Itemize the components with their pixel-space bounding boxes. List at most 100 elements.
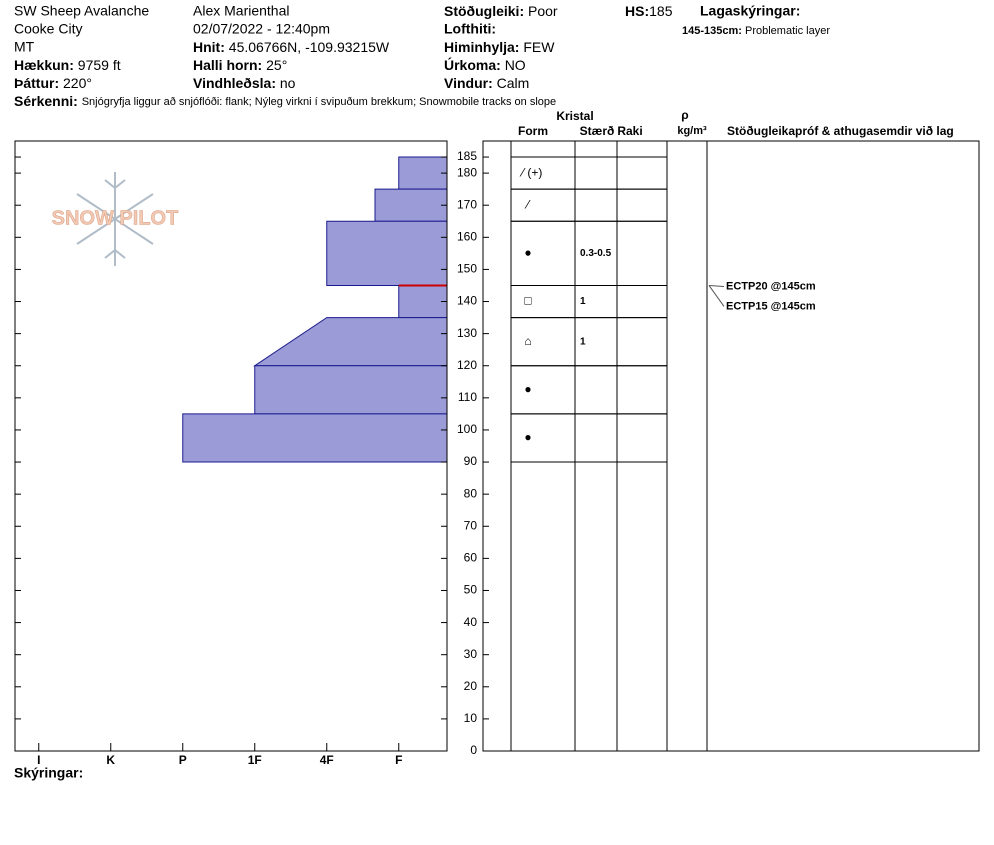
y-tick-label: 120 <box>457 358 477 372</box>
y-tick-label: 170 <box>457 197 477 211</box>
layer-note: 145-135cm: Problematic layer <box>682 25 830 37</box>
datetime: 02/07/2022 - 12:40pm <box>193 21 330 37</box>
footer: Skýringar: <box>14 765 83 781</box>
hardness-layer <box>253 317 448 367</box>
hardness-layer <box>398 284 448 319</box>
y-tick-label: 100 <box>457 422 477 436</box>
label: Vindhleðsla: <box>193 75 276 91</box>
hardness-layer <box>254 365 448 415</box>
y-tick-label: 0 <box>470 743 477 757</box>
aspect: Þáttur: 220° <box>14 75 92 91</box>
y-tick-label: 50 <box>464 583 478 597</box>
sky: Himinhylja: FEW <box>444 39 555 55</box>
col-header: Stöðugleikapróf & athugasemdir við lag <box>727 124 954 138</box>
features: Sérkenni: Snjógryfja liggur að snjóflóði… <box>14 93 556 109</box>
label: Himinhylja: <box>444 39 519 55</box>
range: 145-135cm: <box>682 25 742 37</box>
y-tick-label: 180 <box>457 165 477 179</box>
y-tick-label: 110 <box>458 390 477 404</box>
x-tick-label: 4F <box>320 753 334 767</box>
col-header: kg/m³ <box>677 125 707 137</box>
grain-form: ⁄ <box>524 197 531 211</box>
x-tick-label: K <box>106 753 115 767</box>
grain-form: □ <box>524 294 531 308</box>
table-frame <box>482 140 980 752</box>
stability: Stöðugleiki: Poor <box>444 3 558 19</box>
elevation: Hækkun: 9759 ft <box>14 57 121 73</box>
value: Snjógryfja liggur að snjóflóði: flank; N… <box>82 96 556 108</box>
state: MT <box>14 39 35 55</box>
y-tick-label: 30 <box>464 647 478 661</box>
grain-size: 0.3-0.5 <box>580 248 612 259</box>
value: 185 <box>649 3 673 19</box>
grain-size: 1 <box>580 296 586 307</box>
observer: Alex Marienthal <box>193 3 290 19</box>
wind: Vindur: Calm <box>444 75 529 91</box>
label: Þáttur: <box>14 75 59 91</box>
precip: Úrkoma: NO <box>444 56 526 73</box>
x-tick-label: I <box>37 753 40 767</box>
hardness-layer <box>326 220 448 286</box>
plot-frame <box>14 140 448 752</box>
y-tick-label: 160 <box>457 229 477 243</box>
y-tick-label: 90 <box>464 454 478 468</box>
grain-form: ⁄ (+) <box>519 165 542 179</box>
area: Cooke City <box>14 21 82 37</box>
value: Poor <box>528 3 558 19</box>
col-header: Raki <box>617 124 642 138</box>
y-tick-label: 60 <box>464 551 478 565</box>
col-header: Kristal <box>556 109 593 123</box>
label: Hækkun: <box>14 57 74 73</box>
test-arrow <box>708 284 725 287</box>
label: Stöðugleiki: <box>444 3 524 19</box>
y-tick-label: 185 <box>457 149 477 163</box>
y-tick-label: 70 <box>464 518 478 532</box>
test-arrow <box>708 285 725 307</box>
logo-text: SNOW PILOT <box>52 207 179 229</box>
label: Vindur: <box>444 75 493 91</box>
y-tick-label: 10 <box>464 711 478 725</box>
value: 45.06766N, -109.93215W <box>229 39 390 55</box>
label: Halli horn: <box>193 57 262 73</box>
location: SW Sheep Avalanche <box>14 3 149 19</box>
grain-form: ● <box>524 246 531 260</box>
coords: Hnit: 45.06766N, -109.93215W <box>193 39 390 55</box>
value: Calm <box>497 75 530 91</box>
test-label: ECTP15 @145cm <box>726 300 816 312</box>
y-tick-label: 20 <box>464 679 478 693</box>
col-header: ρ <box>681 108 688 122</box>
y-tick-label: 80 <box>464 486 478 500</box>
value: 9759 ft <box>78 57 121 73</box>
label: Úrkoma: <box>444 56 501 73</box>
hardness-layer <box>182 413 448 463</box>
grain-form: ● <box>524 430 531 444</box>
label: HS: <box>625 3 649 19</box>
grain-form: ⌂ <box>524 334 531 348</box>
grain-size: 1 <box>580 336 586 347</box>
value: NO <box>505 57 526 73</box>
label: Sérkenni: <box>14 93 78 109</box>
value: 25° <box>266 57 287 73</box>
grain-form: ● <box>524 382 531 396</box>
col-header: Stærð <box>580 124 615 138</box>
value: 220° <box>63 75 92 91</box>
y-tick-label: 40 <box>464 615 478 629</box>
hs: HS:185 <box>625 3 673 19</box>
x-tick-label: F <box>395 753 402 767</box>
slope: Halli horn: 25° <box>193 57 287 73</box>
value: no <box>280 75 296 91</box>
col-header: Form <box>518 124 548 138</box>
test-label: ECTP20 @145cm <box>726 280 816 292</box>
y-tick-label: 140 <box>457 294 477 308</box>
hardness-layer <box>398 156 448 190</box>
label: Hnit: <box>193 39 225 55</box>
hardness-layer <box>374 188 448 222</box>
logo <box>76 172 154 266</box>
note: Problematic layer <box>745 25 830 37</box>
wind-loading: Vindhleðsla: no <box>193 75 296 91</box>
value: FEW <box>523 39 555 55</box>
y-tick-label: 150 <box>457 262 477 276</box>
y-tick-label: 130 <box>457 326 477 340</box>
x-tick-label: 1F <box>248 753 262 767</box>
